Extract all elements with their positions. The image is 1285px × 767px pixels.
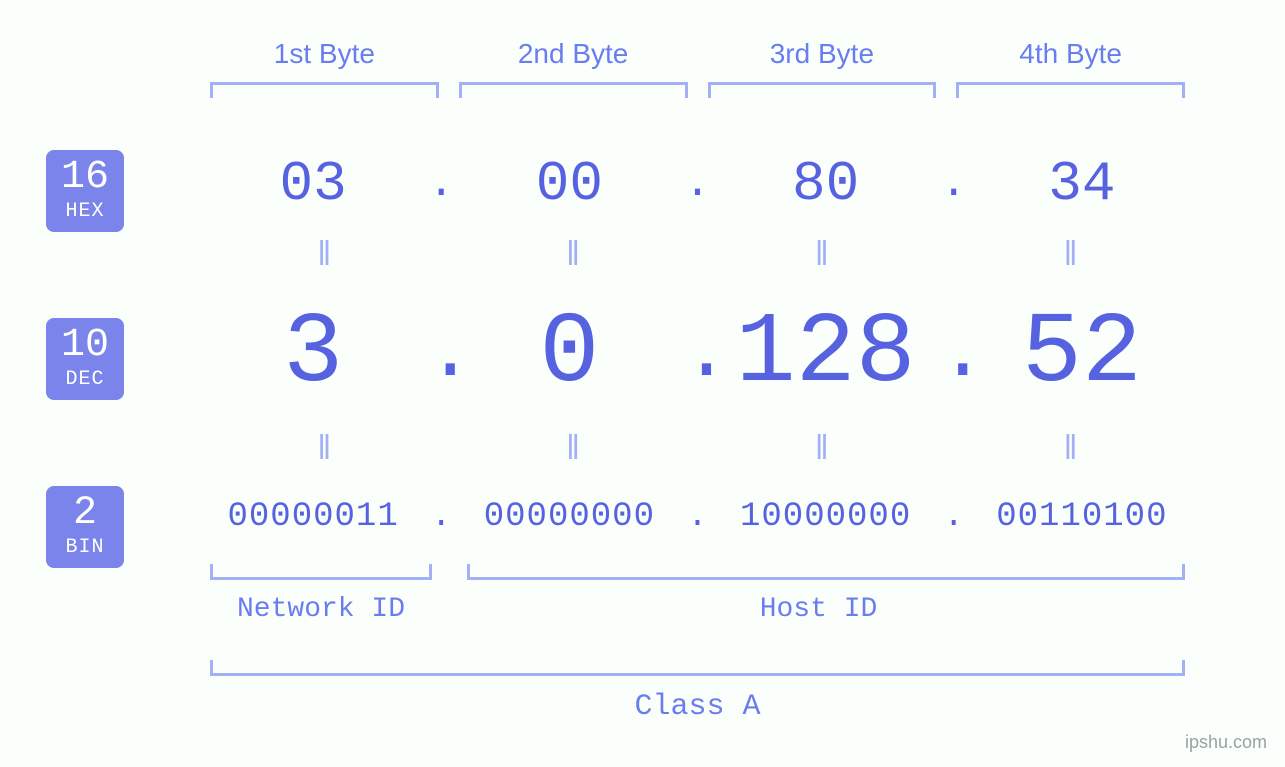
badge-hex-base: 16 xyxy=(46,158,124,198)
dec-byte-2: 0 xyxy=(456,298,682,411)
badge-bin-base: 2 xyxy=(46,494,124,534)
hex-byte-3: 80 xyxy=(713,152,939,216)
badge-bin: 2 BIN xyxy=(46,486,124,568)
bin-row: 00000011 . 00000000 . 10000000 . 0011010… xyxy=(200,498,1195,536)
hex-byte-1: 03 xyxy=(200,152,426,216)
eq-2-4: ǁ xyxy=(946,432,1195,470)
label-class: Class A xyxy=(200,690,1195,724)
bin-byte-4: 00110100 xyxy=(969,498,1195,536)
header-byte-4: 4th Byte xyxy=(946,38,1195,70)
badge-hex: 16 HEX xyxy=(46,150,124,232)
bracket-byte-2 xyxy=(459,82,688,98)
header-byte-2: 2nd Byte xyxy=(449,38,698,70)
badge-dec-abbr: DEC xyxy=(46,370,124,390)
bracket-network-id xyxy=(210,564,432,580)
badge-hex-abbr: HEX xyxy=(46,202,124,222)
eq-2-1: ǁ xyxy=(200,432,449,470)
hex-dot-1: . xyxy=(426,159,456,209)
bracket-byte-3 xyxy=(708,82,937,98)
dec-row: 3 . 0 . 128 . 52 xyxy=(200,298,1195,411)
bin-byte-1: 00000011 xyxy=(200,498,426,536)
bin-dot-1: . xyxy=(426,498,456,536)
eq-2-3: ǁ xyxy=(698,432,947,470)
eq-1-1: ǁ xyxy=(200,238,449,276)
badge-dec-base: 10 xyxy=(46,326,124,366)
hex-row: 03 . 00 . 80 . 34 xyxy=(200,152,1195,216)
top-brackets xyxy=(200,82,1195,98)
bracket-byte-1 xyxy=(210,82,439,98)
bin-dot-3: . xyxy=(939,498,969,536)
bin-byte-2: 00000000 xyxy=(456,498,682,536)
badge-bin-abbr: BIN xyxy=(46,538,124,558)
eq-1-2: ǁ xyxy=(449,238,698,276)
net-host-brackets xyxy=(200,564,1195,580)
bracket-class xyxy=(210,660,1185,676)
watermark: ipshu.com xyxy=(1185,732,1267,753)
bracket-host-id xyxy=(467,564,1185,580)
hex-dot-2: . xyxy=(683,159,713,209)
net-host-labels: Network ID Host ID xyxy=(200,594,1195,625)
eq-1-4: ǁ xyxy=(946,238,1195,276)
dec-byte-4: 52 xyxy=(969,298,1195,411)
hex-byte-4: 34 xyxy=(969,152,1195,216)
hex-byte-2: 00 xyxy=(456,152,682,216)
bin-byte-3: 10000000 xyxy=(713,498,939,536)
bracket-byte-4 xyxy=(956,82,1185,98)
eq-2-2: ǁ xyxy=(449,432,698,470)
bin-dot-2: . xyxy=(683,498,713,536)
dec-dot-3: . xyxy=(939,309,969,400)
dec-dot-1: . xyxy=(426,309,456,400)
byte-headers-row: 1st Byte 2nd Byte 3rd Byte 4th Byte xyxy=(200,38,1195,70)
eq-1-3: ǁ xyxy=(698,238,947,276)
header-byte-3: 3rd Byte xyxy=(698,38,947,70)
dec-byte-3: 128 xyxy=(713,298,939,411)
equals-row-1: ǁ ǁ ǁ ǁ xyxy=(200,238,1195,276)
badge-dec: 10 DEC xyxy=(46,318,124,400)
hex-dot-3: . xyxy=(939,159,969,209)
header-byte-1: 1st Byte xyxy=(200,38,449,70)
label-network-id: Network ID xyxy=(200,594,442,625)
label-host-id: Host ID xyxy=(442,594,1195,625)
dec-dot-2: . xyxy=(683,309,713,400)
dec-byte-1: 3 xyxy=(200,298,426,411)
equals-row-2: ǁ ǁ ǁ ǁ xyxy=(200,432,1195,470)
